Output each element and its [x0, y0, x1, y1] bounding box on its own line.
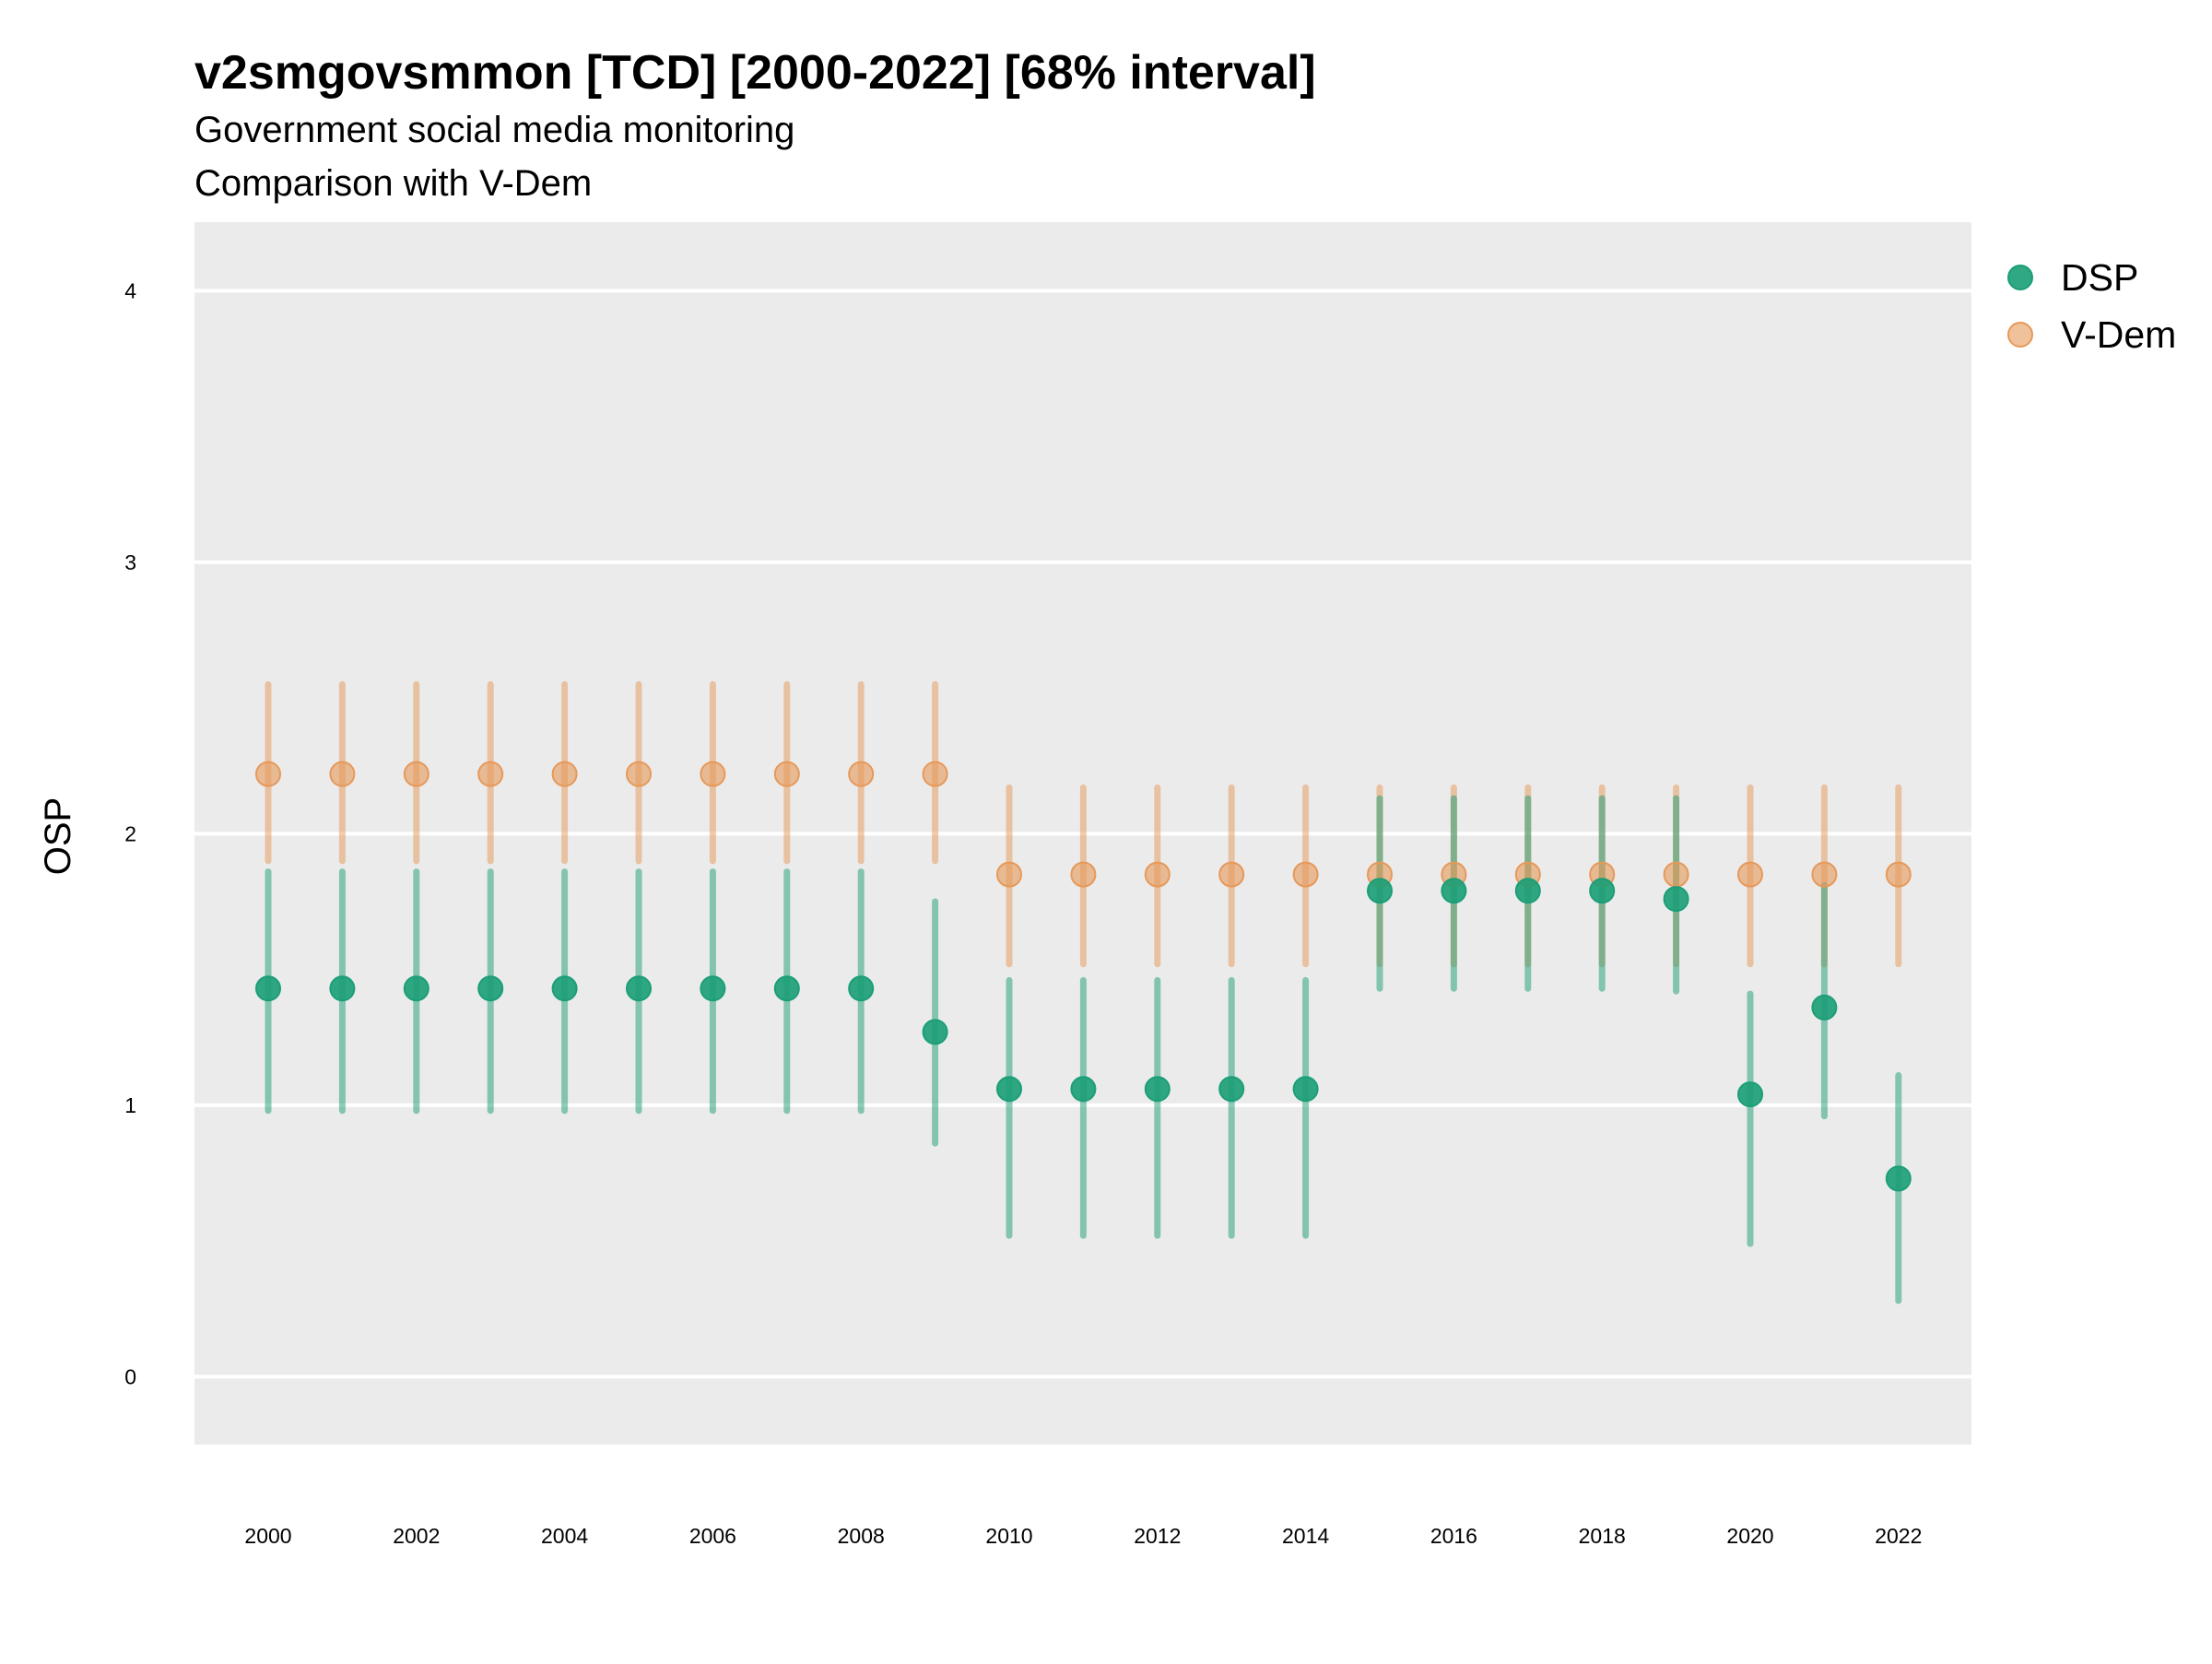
vdem-point [1737, 861, 1763, 888]
vdem-point [329, 761, 356, 787]
dsp-point [1663, 886, 1689, 913]
vdem-point [1070, 861, 1097, 888]
dsp-point [1292, 1076, 1319, 1103]
vdem-point [1218, 861, 1245, 888]
vdem-point [848, 761, 875, 787]
vdem-point [700, 761, 726, 787]
dsp-point [700, 975, 726, 1002]
vdem-point [255, 761, 281, 787]
x-tick-label: 2008 [838, 1524, 885, 1548]
y-tick-label: 4 [124, 278, 136, 302]
y-tick-label: 1 [124, 1093, 136, 1117]
vdem-point [551, 761, 578, 787]
vdem-point [1292, 861, 1319, 888]
dsp-point [773, 975, 800, 1002]
dsp-point [1144, 1076, 1171, 1103]
vdem-point [922, 761, 948, 787]
legend-label-vdem: V-Dem [2061, 313, 2176, 356]
dsp-point [477, 975, 504, 1002]
vdem-point [1885, 861, 1912, 888]
vdem-point [996, 861, 1022, 888]
x-tick-label: 2020 [1726, 1524, 1773, 1548]
dsp-point [1811, 994, 1838, 1021]
x-tick-label: 2000 [244, 1524, 291, 1548]
vdem-point [773, 761, 800, 787]
dsp-point [848, 975, 875, 1002]
x-tick-label: 2002 [393, 1524, 440, 1548]
dsp-point [1589, 878, 1616, 904]
vdem-point [477, 761, 504, 787]
dsp-point [329, 975, 356, 1002]
chart-subtitle-2: Comparison with V-Dem [194, 163, 592, 204]
vdem-point [626, 761, 652, 787]
dsp-point [626, 975, 652, 1002]
y-tick-label: 0 [124, 1364, 136, 1388]
legend-marker-vdem [2007, 322, 2033, 348]
dsp-point [1070, 1076, 1097, 1103]
x-tick-label: 2022 [1875, 1524, 1922, 1548]
legend-label-dsp: DSP [2061, 256, 2138, 299]
dsp-point [1514, 878, 1541, 904]
dsp-point [403, 975, 429, 1002]
x-tick-label: 2010 [985, 1524, 1032, 1548]
x-tick-label: 2006 [689, 1524, 736, 1548]
dsp-point [1737, 1081, 1763, 1108]
y-axis-label: OSP [38, 797, 78, 875]
x-tick-label: 2004 [541, 1524, 588, 1548]
dsp-point [551, 975, 578, 1002]
dsp-point [996, 1076, 1022, 1103]
legend-marker-dsp [2007, 265, 2033, 290]
vdem-point [1811, 861, 1838, 888]
dsp-point [255, 975, 281, 1002]
vdem-point [1144, 861, 1171, 888]
chart-title: v2smgovsmmon [TCD] [2000-2022] [68% inte… [194, 46, 1316, 100]
x-tick-label: 2018 [1579, 1524, 1626, 1548]
x-tick-label: 2014 [1282, 1524, 1329, 1548]
x-tick-label: 2016 [1430, 1524, 1477, 1548]
legend: DSP V-Dem [2007, 256, 2176, 356]
dsp-point [1218, 1076, 1245, 1103]
dsp-point [1441, 878, 1467, 904]
dsp-point [1367, 878, 1393, 904]
y-tick-label: 3 [124, 550, 136, 574]
dsp-point [1885, 1165, 1912, 1192]
x-tick-label: 2012 [1134, 1524, 1181, 1548]
dsp-point [922, 1019, 948, 1045]
vdem-point [403, 761, 429, 787]
y-tick-label: 2 [124, 821, 136, 845]
chart-subtitle-1: Government social media monitoring [194, 110, 794, 150]
vdem-point [1663, 861, 1689, 888]
